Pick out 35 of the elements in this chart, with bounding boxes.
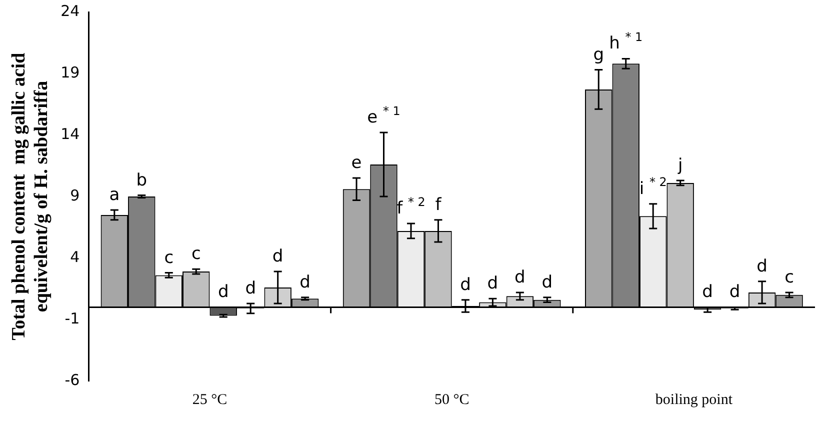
annotation: d: [487, 274, 498, 294]
annotation: c: [164, 248, 174, 268]
annotation: d: [542, 272, 553, 292]
annotation: d: [245, 278, 256, 299]
annotation: c: [784, 267, 794, 288]
annotation: a: [109, 185, 120, 206]
x-tick-label: 25 °C: [192, 392, 228, 408]
annotation: h * 1: [609, 30, 643, 54]
y-tick-label: 14: [60, 124, 80, 143]
y-tick-label: -6: [64, 370, 80, 389]
annotation: d: [756, 256, 768, 276]
annotation: d: [514, 267, 526, 288]
y-tick-label: 24: [60, 2, 80, 20]
annotation: c: [191, 244, 201, 264]
annotation: g: [593, 44, 604, 65]
y-tick-label: 9: [70, 186, 80, 204]
y-tick-label: 19: [60, 63, 80, 82]
annotation: b: [136, 170, 148, 190]
annotation: f: [435, 194, 442, 215]
annotation: f * 2: [396, 194, 426, 219]
x-tick-label: 50 °C: [434, 392, 470, 408]
y-tick-label: 4: [70, 248, 80, 266]
annotation: d: [218, 282, 229, 302]
annotation: e: [351, 153, 362, 174]
annotation: i * 2: [639, 175, 667, 199]
annotation: d: [300, 272, 310, 292]
y-tick-label: -1: [64, 309, 80, 328]
annotation: d: [272, 246, 284, 267]
annotation: d: [729, 282, 740, 302]
annotation: d: [702, 282, 713, 302]
y-axis-title: Total phenol content mg gallic acid equivelent/g of H. sabdariffa: [8, 52, 52, 340]
annotation: e * 1: [367, 104, 400, 128]
annotation: j: [676, 156, 683, 176]
x-tick-label: boiling point: [655, 392, 734, 408]
annotation: d: [460, 274, 471, 295]
